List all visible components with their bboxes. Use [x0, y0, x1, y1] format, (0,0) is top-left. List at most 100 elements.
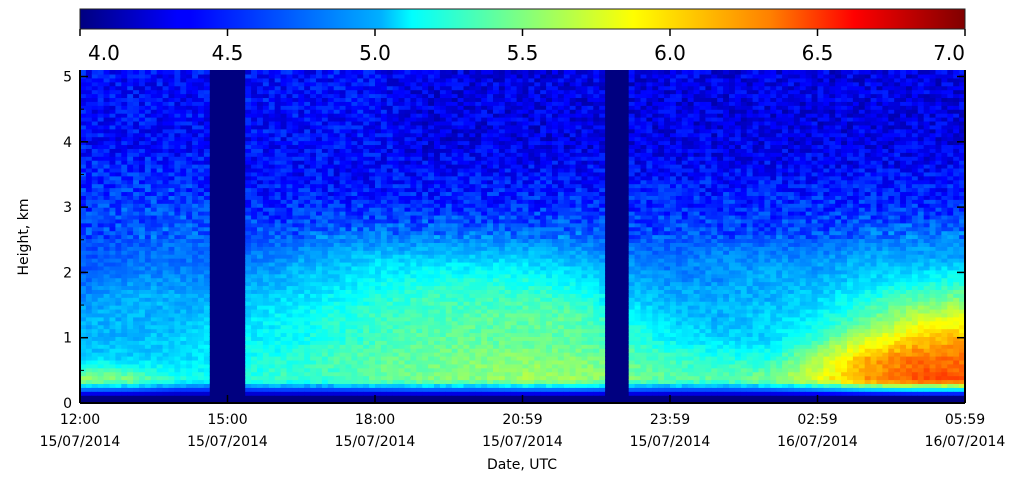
heatmap-cell: [398, 89, 406, 95]
heatmap-cell: [304, 383, 311, 388]
heatmap-cell: [150, 97, 158, 102]
heatmap-cell: [321, 379, 329, 385]
heatmap-cell: [292, 199, 299, 204]
heatmap-cell: [392, 379, 400, 385]
heatmap-cell: [221, 312, 229, 318]
heatmap-cell: [310, 171, 317, 177]
heatmap-cell: [327, 222, 335, 228]
heatmap-cell: [363, 124, 370, 130]
heatmap-cell: [321, 359, 329, 365]
heatmap-cell: [375, 120, 382, 126]
heatmap-cell: [162, 301, 170, 306]
heatmap-cell: [156, 85, 164, 91]
heatmap-cell: [310, 379, 317, 385]
heatmap-cell: [233, 355, 240, 361]
heatmap-cell: [333, 391, 341, 396]
heatmap-cell: [274, 261, 282, 267]
heatmap-cell: [304, 101, 311, 106]
heatmap-cell: [144, 77, 152, 83]
heatmap-cell: [97, 261, 105, 267]
heatmap-cell: [327, 152, 335, 157]
heatmap-cell: [180, 179, 187, 185]
heatmap-cell: [375, 148, 382, 153]
heatmap-cell: [357, 77, 364, 83]
heatmap-cell: [85, 167, 93, 173]
heatmap-cell: [174, 191, 181, 196]
heatmap-cell: [386, 324, 394, 330]
heatmap-cell: [109, 207, 116, 212]
heatmap-cell: [345, 164, 352, 169]
heatmap-cell: [233, 77, 240, 83]
heatmap-cell: [262, 308, 270, 314]
heatmap-cell: [357, 195, 364, 200]
heatmap-cell: [339, 242, 347, 247]
heatmap-cell: [410, 301, 417, 306]
heatmap-cell: [227, 254, 234, 259]
heatmap-cell: [80, 316, 87, 322]
heatmap-cell: [97, 109, 105, 114]
heatmap-cell: [109, 340, 116, 345]
heatmap-cell: [357, 144, 364, 149]
heatmap-cell: [380, 242, 388, 247]
heatmap-cell: [115, 367, 122, 373]
heatmap-cell: [333, 152, 341, 157]
heatmap-cell: [333, 340, 341, 345]
heatmap-cell: [85, 387, 93, 392]
heatmap-cell: [109, 97, 116, 102]
heatmap-cell: [221, 167, 229, 173]
heatmap-cell: [257, 246, 264, 251]
heatmap-cell: [144, 171, 152, 177]
heatmap-cell: [109, 395, 116, 400]
heatmap-cell: [198, 289, 205, 294]
heatmap-cell: [192, 312, 199, 318]
heatmap-cell: [109, 305, 116, 310]
heatmap-cell: [380, 211, 388, 216]
heatmap-cell: [286, 136, 293, 142]
heatmap-cell: [404, 281, 411, 287]
heatmap-cell: [316, 120, 323, 126]
heatmap-cell: [416, 269, 423, 275]
heatmap-cell: [268, 250, 276, 255]
heatmap-cell: [109, 387, 116, 392]
heatmap-cell: [268, 383, 276, 388]
heatmap-cell: [245, 320, 252, 326]
heatmap-cell: [257, 242, 264, 247]
heatmap-cell: [198, 312, 205, 318]
heatmap-cell: [80, 136, 87, 142]
heatmap-cell: [274, 371, 282, 377]
heatmap-cell: [168, 316, 175, 322]
heatmap-cell: [91, 371, 99, 377]
heatmap-cell: [286, 387, 293, 392]
heatmap-cell: [310, 258, 317, 263]
heatmap-cell: [268, 191, 276, 196]
heatmap-cell: [380, 124, 388, 130]
heatmap-cell: [150, 164, 158, 169]
heatmap-cell: [357, 391, 364, 396]
heatmap-cell: [345, 261, 352, 267]
heatmap-cell: [203, 109, 211, 114]
heatmap-cell: [339, 344, 347, 349]
heatmap-cell: [85, 222, 93, 228]
heatmap-cell: [209, 332, 217, 337]
heatmap-cell: [416, 81, 423, 87]
heatmap-cell: [139, 387, 146, 392]
heatmap-cell: [121, 124, 128, 130]
heatmap-cell: [156, 246, 164, 251]
heatmap-cell: [215, 269, 223, 275]
heatmap-cell: [144, 195, 152, 200]
heatmap-cell: [351, 387, 358, 392]
heatmap-cell: [339, 199, 347, 204]
heatmap-cell: [85, 258, 93, 263]
heatmap-cell: [369, 171, 376, 177]
heatmap-cell: [416, 203, 423, 208]
heatmap-cell: [121, 301, 128, 306]
heatmap-cell: [174, 379, 181, 385]
heatmap-cell: [162, 332, 170, 337]
heatmap-cell: [156, 261, 164, 267]
heatmap-cell: [139, 328, 146, 334]
heatmap-cell: [245, 305, 252, 310]
heatmap-cell: [375, 199, 382, 204]
heatmap-cell: [150, 301, 158, 306]
heatmap-cell: [139, 105, 146, 110]
heatmap-cell: [304, 254, 311, 259]
